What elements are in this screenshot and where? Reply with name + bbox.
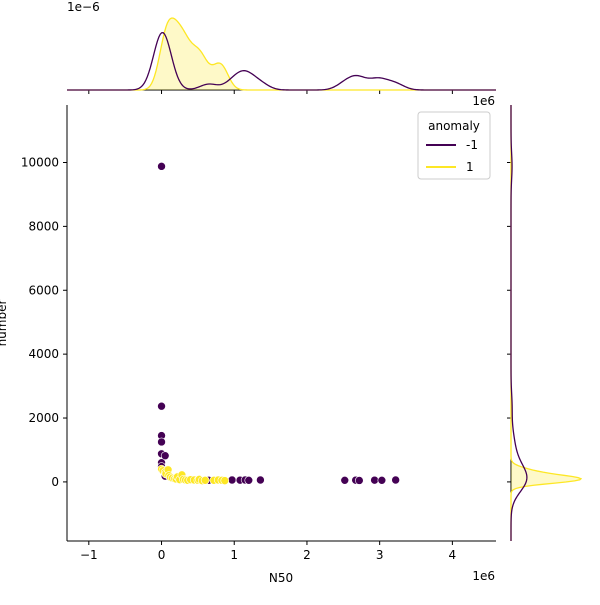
right-density-line-anomaly-neg1 [510, 105, 528, 541]
scatter-point-anomaly-neg1 [160, 451, 170, 461]
right-density-fill-anomaly-1 [511, 105, 581, 541]
y-tick-label: 6000 [28, 283, 59, 297]
scatter-point-anomaly-neg1 [355, 476, 364, 485]
scatter-point-anomaly-neg1 [244, 476, 254, 485]
density-line-anomaly-neg1 [67, 32, 496, 91]
y-tick-label: 10000 [21, 155, 59, 169]
scatter-point-anomaly-neg1 [157, 162, 166, 171]
scatter-point-anomaly-neg1 [227, 475, 237, 485]
y-offset-label: 1e6 [472, 94, 495, 108]
x-tick-label: −1 [80, 548, 98, 562]
legend-label-anomaly-neg1: -1 [466, 138, 478, 152]
scatter-axes: −1 0 1 2 3 4 0 2000 4000 6000 8000 10000 N50 numbe… [0, 94, 496, 585]
scatter-point-anomaly-neg1 [340, 476, 350, 485]
scatter-point-anomaly-neg1 [157, 401, 166, 411]
y-tick-label: 2000 [28, 411, 59, 425]
right-marginal-ticks [507, 161, 511, 483]
x-axis-label: N50 [269, 571, 293, 585]
scatter-point-anomaly-neg1 [370, 475, 379, 485]
scatter-series-anomaly-neg1 [157, 162, 400, 485]
x-tick-label: 4 [449, 548, 457, 562]
legend-title: anomaly [428, 119, 480, 133]
scatter-point-anomaly-neg1 [157, 437, 166, 447]
x-tick-label: 1 [230, 548, 238, 562]
scatter-point-anomaly-neg1 [391, 475, 400, 485]
scatter-point-anomaly-1 [220, 476, 230, 485]
density-fill-anomaly-1 [67, 18, 496, 90]
scatter-point-anomaly-1 [200, 476, 210, 485]
top-marginal-ticks [88, 90, 453, 94]
legend: anomaly -1 1 [417, 111, 491, 180]
y-axis-label: number [0, 300, 9, 347]
top-density-offset-label: 1e−6 [67, 0, 100, 14]
y-tick-label: 4000 [28, 347, 59, 361]
legend-label-anomaly-1: 1 [466, 160, 474, 174]
scatter-series-anomaly-1 [157, 464, 230, 485]
x-tick-label: 0 [158, 548, 166, 562]
x-offset-label: 1e6 [472, 569, 495, 583]
y-tick-label: 8000 [28, 219, 59, 233]
density-line-anomaly-1 [67, 17, 496, 91]
x-axis-ticks: −1 0 1 2 3 4 [80, 541, 456, 562]
top-marginal-density: 1e−6 [67, 0, 496, 94]
x-tick-label: 3 [376, 548, 384, 562]
y-axis-ticks: 0 2000 4000 6000 8000 10000 [21, 155, 67, 489]
scatter-point-anomaly-neg1 [377, 476, 387, 485]
scatter-point-anomaly-neg1 [256, 475, 265, 485]
x-tick-label: 2 [303, 548, 311, 562]
right-marginal-density [507, 105, 583, 541]
y-tick-label: 0 [51, 475, 59, 489]
